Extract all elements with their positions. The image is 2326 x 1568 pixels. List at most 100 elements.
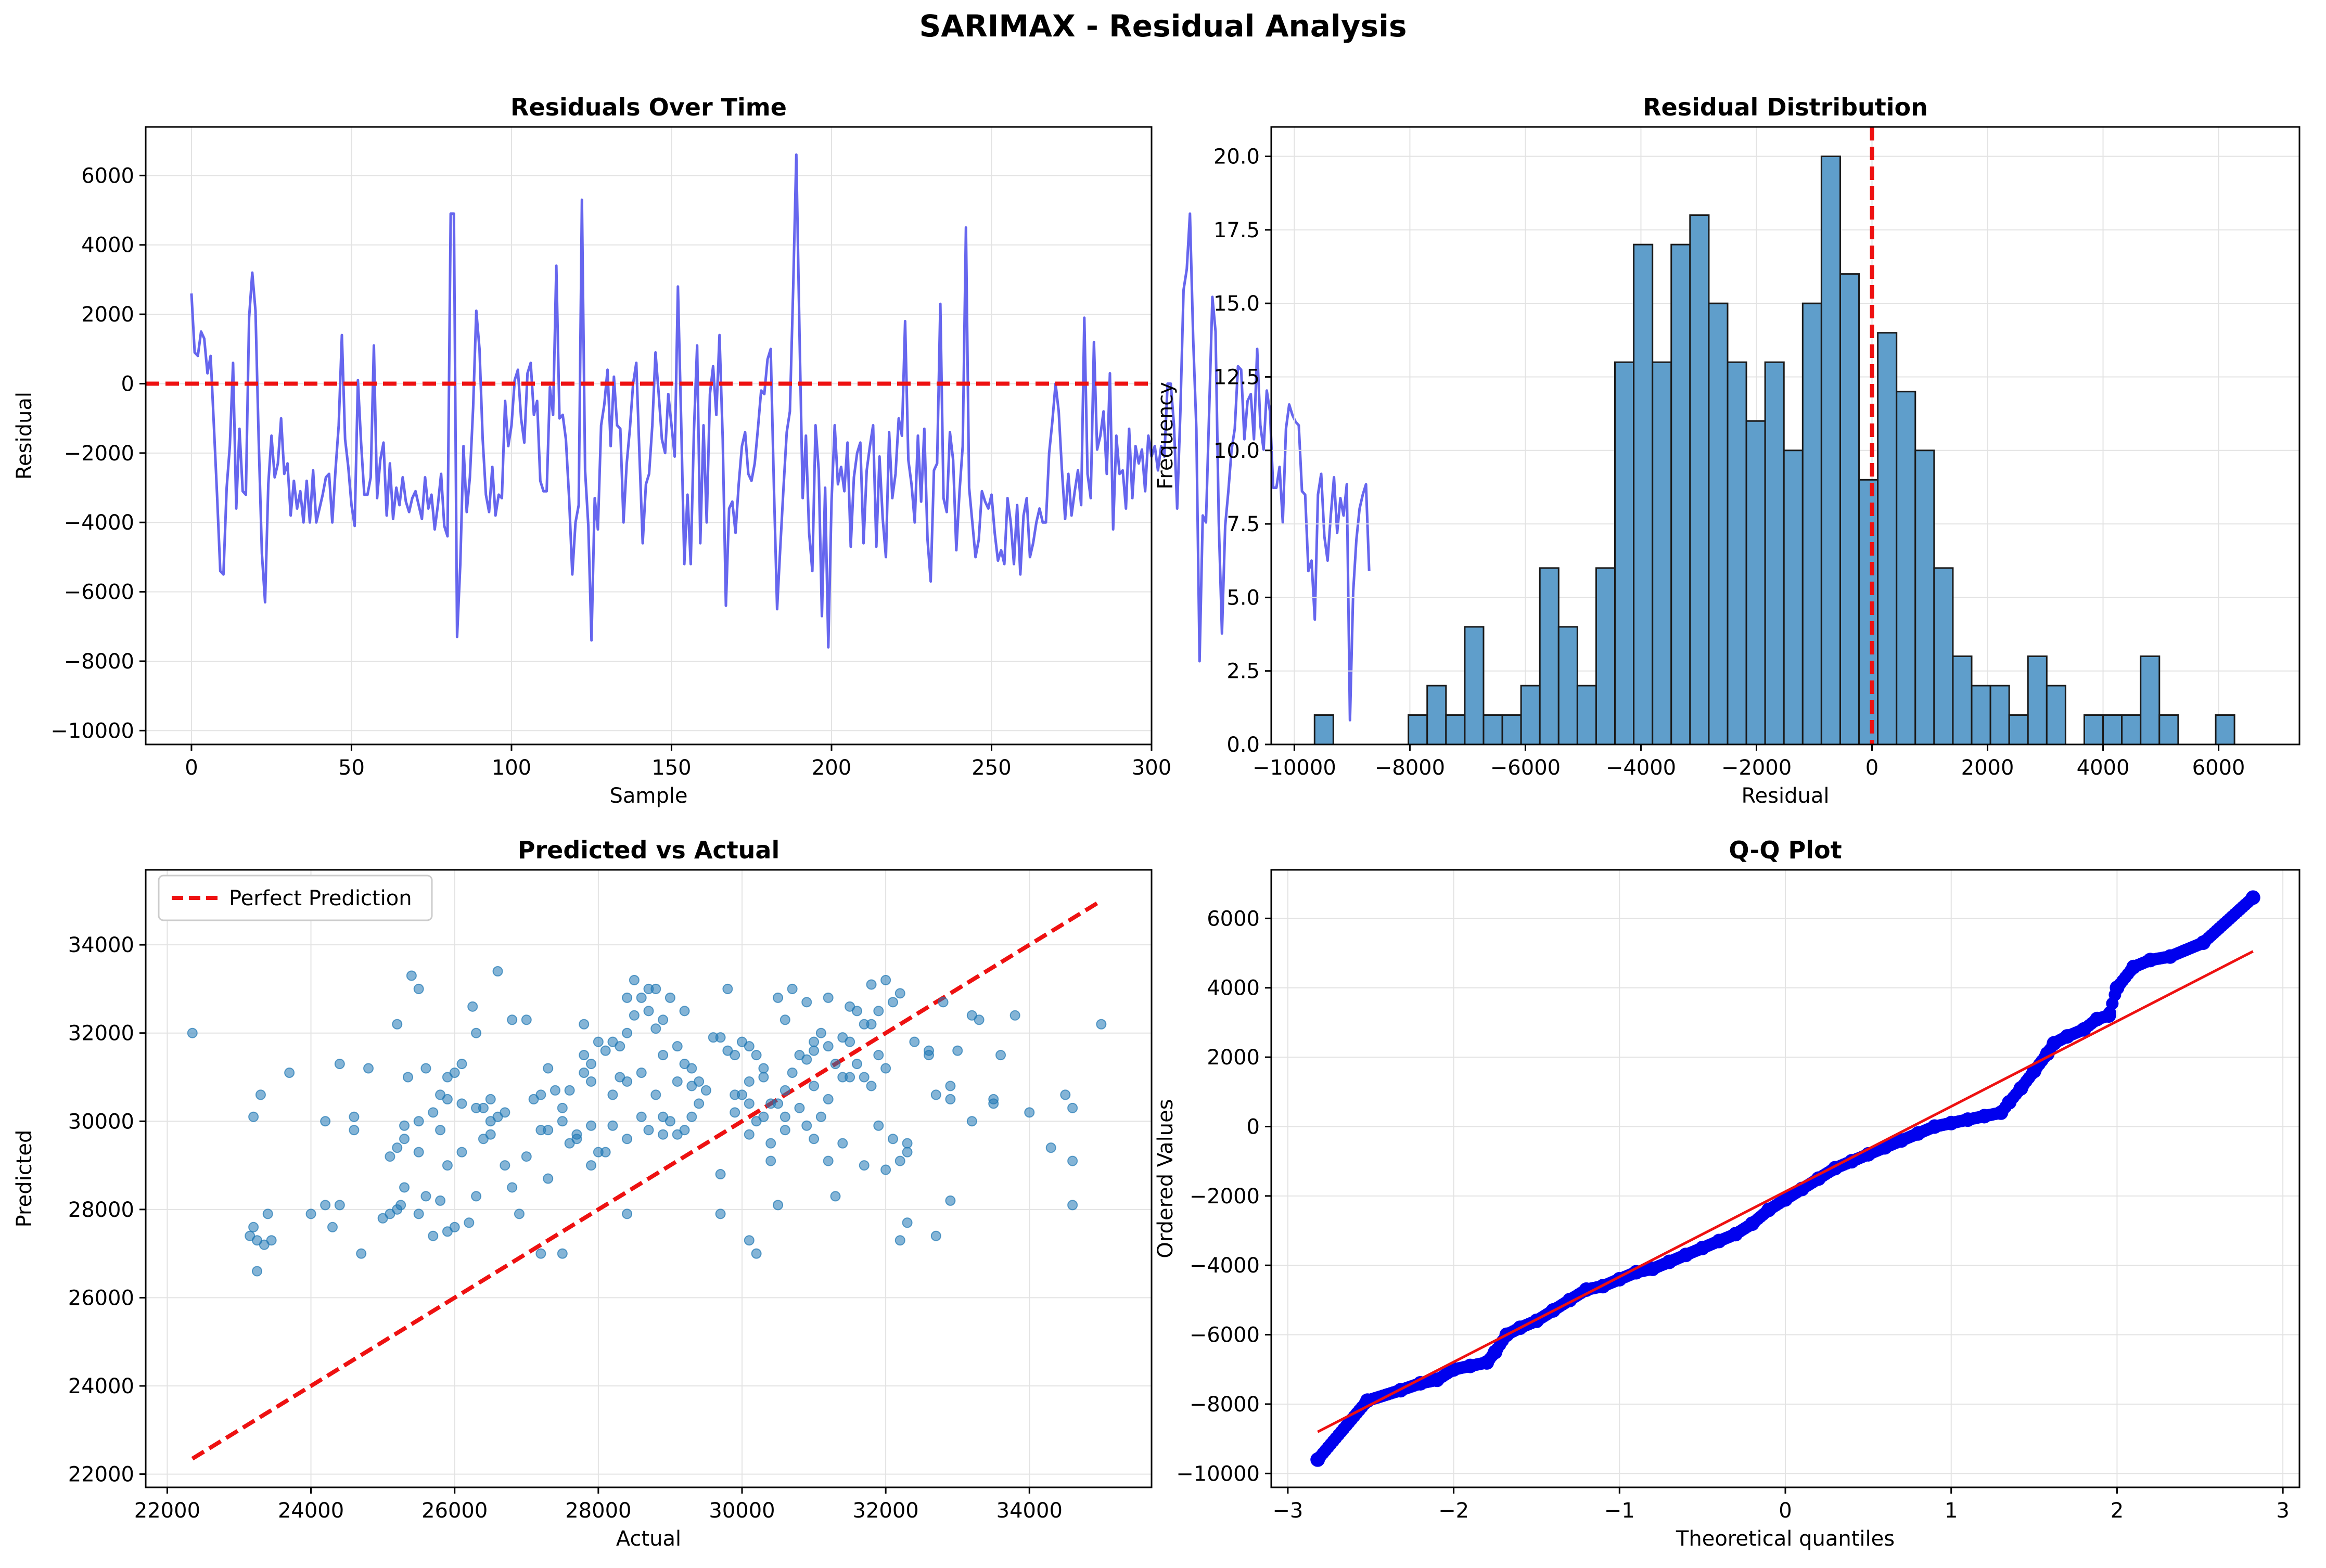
scatter-point — [607, 1120, 618, 1131]
distribution-ticks: −10000 −8000 −6000 −4000 −2000 0 2000 4000 6000 0… — [1213, 145, 2245, 780]
residuals-x-tick-label: 200 — [812, 756, 851, 780]
distribution-x-tick-label: 4000 — [2077, 756, 2130, 780]
qq-point — [2027, 1063, 2042, 1078]
qq-point — [1446, 1362, 1461, 1377]
scatter-point — [485, 1094, 496, 1104]
histogram-bar — [1783, 449, 1804, 746]
scatter-point — [686, 1111, 697, 1122]
scatter-point — [428, 1230, 439, 1241]
scatter-point — [643, 1125, 654, 1136]
scatter-point — [557, 1248, 568, 1259]
scatter-point — [859, 1019, 870, 1030]
scatter-point — [550, 1085, 561, 1096]
qq-point — [1811, 1171, 1826, 1186]
scatter-point — [815, 1111, 826, 1122]
predicted-frame — [145, 869, 1153, 1488]
scatter-point — [643, 983, 654, 994]
qq-point — [2245, 890, 2260, 905]
qq-point — [1629, 1265, 1644, 1280]
scatter-point — [492, 966, 503, 977]
histogram-bar — [1595, 567, 1616, 746]
scatter-point — [564, 1085, 575, 1096]
scatter-point — [471, 1191, 482, 1202]
scatter-point — [413, 1147, 424, 1158]
qq-point — [2126, 959, 2141, 974]
qq-point — [2047, 1036, 2062, 1051]
scatter-point — [945, 1094, 956, 1104]
scatter-point — [248, 1222, 259, 1232]
scatter-point — [320, 1116, 331, 1127]
qq-title: Q-Q Plot — [1729, 836, 1842, 864]
qq-x-label: Theoretical quantiles — [1676, 1527, 1895, 1551]
qq-point — [2076, 1022, 2091, 1037]
scatter-point — [392, 1142, 403, 1153]
scatter-point — [564, 1138, 575, 1149]
scatter-point — [593, 1036, 604, 1047]
scatter-point — [629, 1010, 640, 1021]
scatter-point — [1067, 1102, 1078, 1113]
predicted-x-tick-label: 32000 — [853, 1499, 919, 1523]
qq-point — [2013, 1081, 2028, 1096]
scatter-point — [664, 992, 675, 1003]
scatter-point — [715, 1209, 726, 1219]
distribution-x-tick-label: −2000 — [1721, 756, 1792, 780]
scatter-point — [809, 1134, 820, 1145]
scatter-point — [823, 1094, 834, 1104]
scatter-point — [406, 970, 417, 981]
scatter-point — [636, 1068, 647, 1078]
scatter-point — [923, 1045, 934, 1056]
scatter-point — [945, 1195, 956, 1206]
histogram-bar — [1313, 714, 1334, 746]
histogram-bar — [2140, 655, 2161, 746]
scatter-point — [500, 1160, 510, 1171]
scatter-point — [715, 1169, 726, 1180]
predicted-x-tick-label: 30000 — [709, 1499, 775, 1523]
scatter-point — [334, 1059, 345, 1070]
scatter-point — [658, 1050, 669, 1061]
scatter-point — [744, 1235, 755, 1246]
scatter-point — [622, 1134, 633, 1145]
scatter-point — [686, 1063, 697, 1074]
scatter-point — [1067, 1155, 1078, 1166]
qq-x-tick-label: −3 — [1272, 1499, 1303, 1523]
qq-point — [2040, 1046, 2055, 1061]
scatter-point — [787, 1068, 798, 1078]
scatter-point — [500, 1107, 510, 1118]
qq-point — [1695, 1240, 1710, 1255]
scatter-point — [809, 1081, 820, 1091]
scatter-point — [535, 1248, 546, 1259]
scatter-point — [467, 1001, 478, 1012]
chart-residual-distribution: −10000 −8000 −6000 −4000 −2000 0 2000 4000 6000 0… — [1154, 93, 2301, 808]
scatter-point — [557, 1102, 568, 1113]
distribution-x-tick-label: −10000 — [1253, 756, 1336, 780]
qq-point — [2143, 953, 2158, 968]
qq-point — [2060, 1029, 2075, 1044]
scatter-point — [402, 1072, 413, 1083]
scatter-point — [765, 1098, 776, 1109]
scatter-point — [815, 1027, 826, 1038]
scatter-point — [679, 1006, 690, 1017]
scatter-point — [543, 1173, 554, 1184]
qq-ticks: −3 −2 −1 0 1 2 3 −10000 −8000 −6000 −4000 −2000 0 200… — [1176, 907, 2290, 1523]
scatter-point — [413, 1116, 424, 1127]
scatter-point — [420, 1191, 431, 1202]
scatter-point — [385, 1151, 395, 1162]
histogram-bar — [1576, 685, 1597, 746]
histogram-bar — [1896, 391, 1916, 746]
histogram-bar — [1670, 243, 1691, 746]
scatter-point — [801, 997, 812, 1008]
histogram-bar — [1445, 714, 1466, 746]
distribution-y-tick-label: 5.0 — [1226, 586, 1260, 610]
scatter-point — [392, 1019, 403, 1030]
scatter-point — [773, 1200, 784, 1211]
histogram-bar — [1745, 420, 1766, 746]
distribution-x-tick-label: −6000 — [1490, 756, 1561, 780]
scatter-point — [880, 1164, 891, 1175]
scatter-point — [420, 1063, 431, 1074]
histogram-bar — [1464, 626, 1485, 746]
histogram-bar — [1539, 567, 1560, 746]
scatter-point — [758, 1063, 769, 1074]
scatter-point — [823, 1041, 834, 1052]
